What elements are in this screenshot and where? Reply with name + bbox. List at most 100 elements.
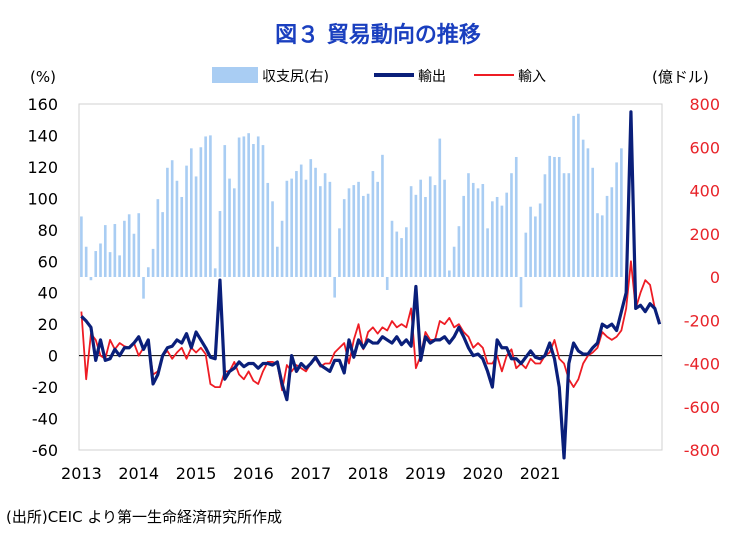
balance-bar [290, 178, 293, 277]
balance-bar [103, 225, 107, 277]
balance-bar [170, 160, 174, 277]
balance-bar [452, 246, 456, 277]
balance-bar [123, 220, 126, 277]
balance-bar [151, 248, 155, 277]
balance-bar [400, 238, 403, 277]
balance-bars [80, 113, 623, 308]
balance-bar [605, 195, 609, 277]
left-tick-label: 60 [38, 252, 58, 271]
series-lines [80, 110, 662, 460]
balance-bar [232, 188, 236, 277]
balance-bar [519, 277, 523, 308]
balance-bar [553, 156, 556, 277]
balance-bar [548, 155, 552, 277]
balance-bar [510, 173, 513, 277]
balance-bar [295, 171, 298, 277]
balance-bar [299, 164, 303, 277]
balance-bar [596, 213, 599, 277]
balance-bar [491, 201, 494, 277]
balance-bar [591, 167, 595, 277]
x-tick-label: 2016 [233, 464, 274, 483]
x-tick-label: 2019 [405, 464, 446, 483]
balance-bar [514, 156, 518, 277]
balance-bar [615, 162, 618, 277]
x-tick-label: 2020 [462, 464, 503, 483]
balance-bar [333, 277, 336, 298]
balance-bar [347, 188, 351, 277]
balance-bar [309, 159, 313, 277]
balance-bar [371, 171, 375, 277]
balance-bar [280, 220, 284, 277]
balance-bar [562, 173, 566, 277]
balance-bar [352, 185, 356, 277]
balance-bar [357, 181, 360, 277]
chart-title: 図３ 貿易動向の推移 [275, 22, 481, 48]
left-tick-label: 80 [38, 221, 58, 240]
legend-swatch-balance [212, 67, 258, 83]
balance-bar [127, 214, 131, 277]
right-tick-label: -400 [684, 355, 720, 374]
right-tick-label: -200 [684, 311, 720, 330]
balance-bar [362, 195, 365, 277]
balance-bar [80, 216, 83, 277]
balance-bar [610, 187, 614, 277]
balance-bar [385, 277, 389, 290]
exports-line [80, 110, 662, 460]
balance-bar [113, 224, 117, 277]
right-tick-label: -800 [684, 441, 720, 460]
balance-bar [218, 211, 222, 277]
right-tick-label: 200 [689, 225, 720, 244]
left-tick-label: -20 [32, 378, 58, 397]
balance-bar [175, 180, 179, 277]
balance-bar [524, 232, 528, 277]
legend-label-imports: 輸入 [518, 69, 546, 85]
balance-bar [462, 195, 465, 277]
legend-label-exports: 輸出 [418, 69, 446, 85]
balance-bar [471, 182, 475, 277]
x-tick-label: 2017 [290, 464, 331, 483]
balance-bar [108, 252, 112, 277]
source-note: (出所)CEIC より第一生命経済研究所作成 [6, 508, 283, 526]
balance-bar [428, 176, 432, 277]
balance-bar [443, 179, 446, 277]
balance-bar [247, 133, 250, 277]
balance-bar [620, 148, 623, 277]
plot-frame [78, 103, 663, 451]
balance-bar [534, 216, 537, 277]
balance-bar [180, 196, 184, 277]
balance-bar [486, 228, 489, 277]
balance-bar [252, 144, 255, 277]
balance-bar [194, 176, 198, 277]
balance-bar [189, 148, 193, 277]
right-tick-label: 400 [689, 182, 720, 201]
left-tick-label: 20 [38, 315, 58, 334]
balance-bar [338, 228, 341, 277]
balance-bar [237, 137, 241, 277]
balance-bar [438, 138, 442, 277]
left-tick-label: 120 [27, 158, 58, 177]
balance-bar [538, 203, 542, 277]
right-tick-label: 0 [710, 268, 720, 287]
right-axis-unit: (億ドル) [652, 68, 709, 86]
balance-bar [261, 145, 265, 277]
left-tick-label: 160 [27, 95, 58, 114]
left-tick-label: 40 [38, 284, 58, 303]
balance-bar [84, 246, 88, 277]
x-tick-label: 2021 [520, 464, 561, 483]
right-tick-label: 600 [689, 138, 720, 157]
balance-bar [99, 243, 102, 277]
left-tick-label: 140 [27, 127, 58, 146]
balance-bar [166, 167, 169, 277]
balance-bar [94, 251, 98, 277]
balance-bar [89, 277, 93, 281]
balance-bar [557, 156, 561, 277]
balance-bar [328, 181, 332, 277]
balance-bar [242, 136, 246, 277]
balance-bar [213, 268, 217, 277]
balance-bar [390, 220, 394, 277]
balance-bar [319, 186, 322, 277]
balance-bar [304, 179, 308, 277]
left-axis-unit: (%) [30, 68, 56, 86]
balance-bar [495, 196, 499, 277]
